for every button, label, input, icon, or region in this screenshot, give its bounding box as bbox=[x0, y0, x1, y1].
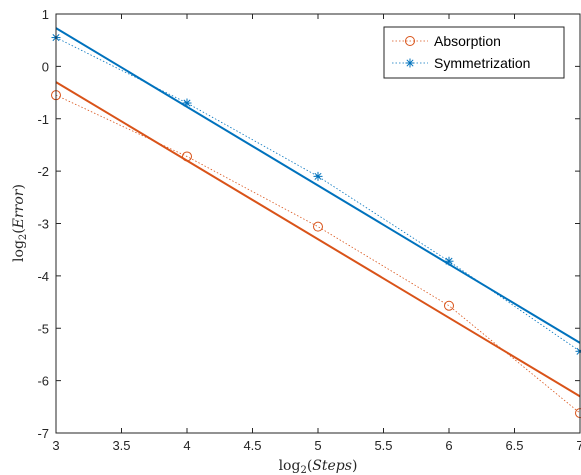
x-axis-title: log2(Steps) bbox=[279, 458, 358, 475]
x-tick-label: 6.5 bbox=[505, 438, 523, 453]
y-ticks: -7 -6 -5 -4 -3 -2 -1 0 1 bbox=[37, 7, 580, 441]
y-tick-label: -5 bbox=[37, 321, 49, 336]
x-tick-label: 6 bbox=[445, 438, 452, 453]
data-point bbox=[182, 151, 192, 162]
plot-area bbox=[56, 14, 580, 433]
y-tick-label: -2 bbox=[37, 164, 49, 179]
y-tick-label: -3 bbox=[37, 217, 49, 232]
x-tick-label: 3 bbox=[52, 438, 59, 453]
legend: Absorption Symmetrization bbox=[383, 26, 565, 79]
x-tick-label: 3.5 bbox=[112, 438, 130, 453]
x-tick-label: 4.5 bbox=[243, 438, 261, 453]
fit-line bbox=[55, 81, 581, 398]
fit-line bbox=[55, 27, 581, 344]
y-tick-label: 0 bbox=[42, 59, 49, 74]
legend-label: Absorption bbox=[434, 33, 501, 49]
y-axis-title: log2(Error) bbox=[11, 184, 29, 262]
legend-box bbox=[383, 26, 565, 79]
legend-label: Symmetrization bbox=[434, 55, 530, 71]
fit-lines bbox=[55, 27, 581, 398]
legend-marker bbox=[405, 58, 415, 68]
x-tick-label: 5.5 bbox=[374, 438, 392, 453]
data-point bbox=[182, 98, 192, 108]
x-tick-label: 7 bbox=[576, 438, 581, 453]
x-ticks: 3 3.5 4 4.5 5 5.5 6 6.5 7 bbox=[52, 14, 581, 453]
data-point bbox=[313, 221, 323, 232]
data-point bbox=[444, 256, 454, 266]
y-tick-label: -7 bbox=[37, 426, 49, 441]
y-tick-label: -6 bbox=[37, 374, 49, 389]
y-tick-label: -4 bbox=[37, 269, 49, 284]
data-point bbox=[444, 300, 454, 311]
x-tick-label: 4 bbox=[183, 438, 190, 453]
legend-marker bbox=[405, 36, 415, 46]
y-tick-label: 1 bbox=[42, 7, 49, 22]
y-tick-label: -1 bbox=[37, 112, 49, 127]
data-point bbox=[313, 171, 323, 181]
x-tick-label: 5 bbox=[314, 438, 321, 453]
